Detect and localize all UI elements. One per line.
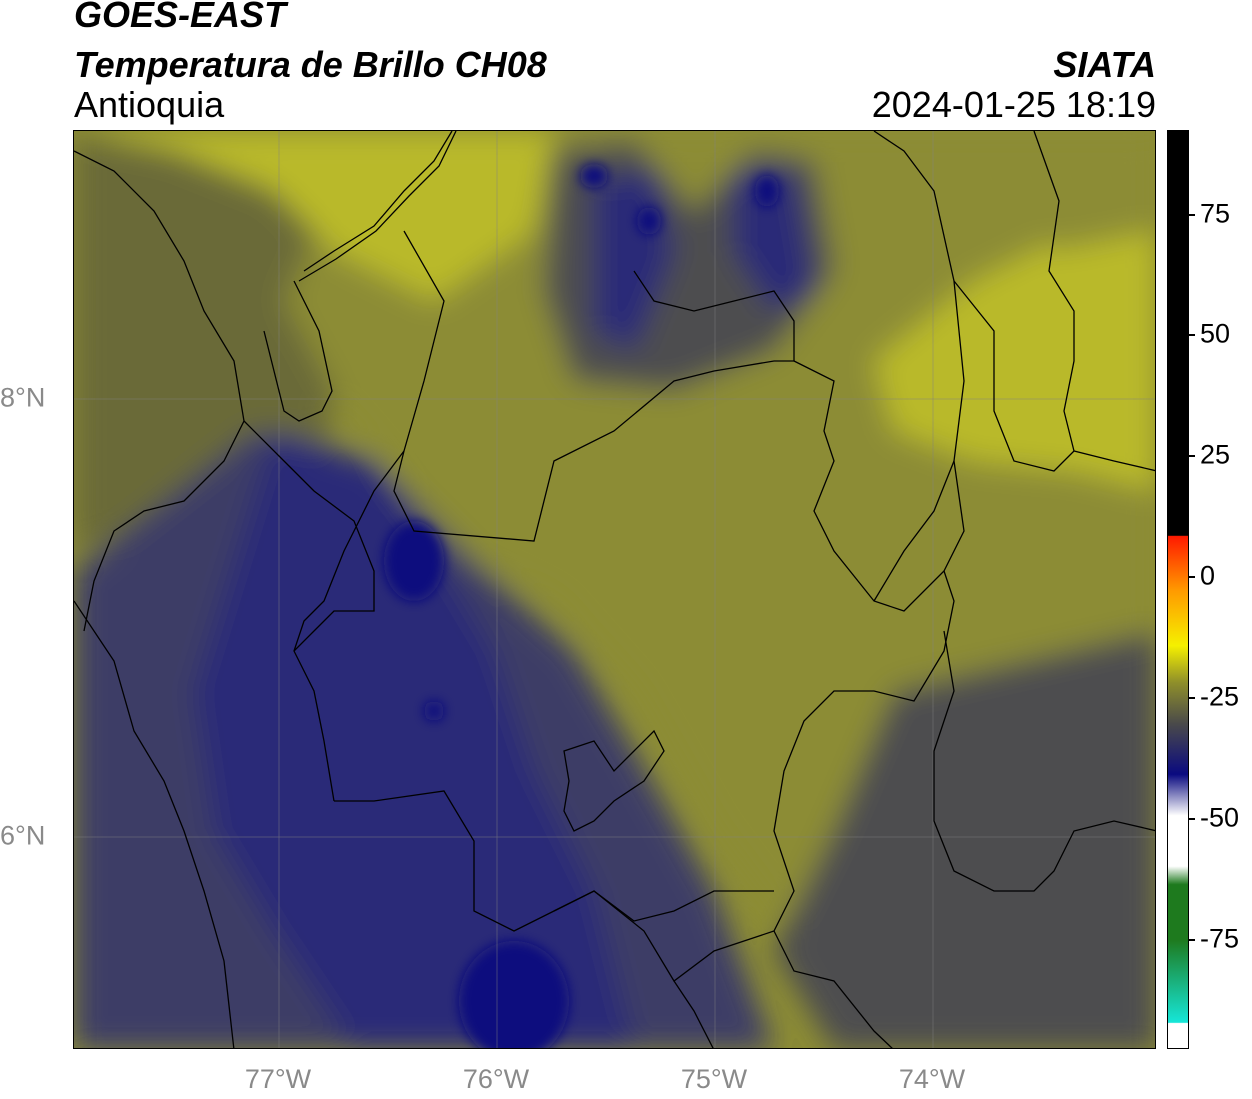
y-label-6n: 6°N (0, 820, 46, 851)
dept-border-magdalena-medio (873, 460, 955, 602)
boundaries (74, 131, 1155, 1048)
choco-border (243, 420, 375, 652)
colorbar-label-0: 0 (1200, 560, 1216, 591)
dept-border-south (773, 930, 893, 1048)
colorbar-gradient (1168, 131, 1188, 1048)
antioquia-border-north (393, 230, 794, 542)
field-gray-southeast (774, 631, 1155, 1048)
colorbar-label-75: 75 (1200, 198, 1231, 229)
y-label-8n: 8°N (0, 382, 46, 413)
antioquia-border-south (334, 570, 955, 982)
municipal-cluster (563, 729, 665, 832)
x-label-75w: 75°W (680, 1064, 748, 1094)
coastline-north-2 (298, 131, 457, 282)
pacific-coast (74, 600, 235, 1048)
map-canvas (74, 131, 1155, 1048)
colorbar-label-minus75: -75 (1200, 923, 1240, 954)
field-blue-north-cell-2 (734, 171, 814, 311)
field-deep-blue-cell-3 (637, 207, 661, 235)
colorbar-label-minus25: -25 (1200, 681, 1240, 712)
colorbar-label-25: 25 (1200, 439, 1231, 470)
region-title: Antioquia (74, 84, 225, 125)
brightness-temperature-map (73, 130, 1156, 1049)
graticule (74, 131, 1155, 1048)
dept-border-east-3 (1033, 131, 1075, 452)
dept-border-east-2 (953, 280, 1155, 472)
dept-border-south-2 (673, 980, 714, 1048)
field-deep-blue-cell-1 (384, 521, 444, 601)
dept-border-southeast (933, 630, 1155, 892)
colorbar-tick-75 (1189, 214, 1195, 216)
x-label-76w: 76°W (462, 1064, 530, 1094)
colorbar-tick-50 (1189, 334, 1195, 336)
antioquia-border-east (793, 131, 965, 612)
organization-title: SIATA (1053, 44, 1156, 85)
field-deep-blue-cell-5 (580, 164, 608, 188)
coastline-uraba-gulf (263, 280, 333, 422)
field-blue-west (194, 431, 634, 1048)
antioquia-border-west (293, 450, 405, 802)
colorbar-tick-minus25 (1189, 697, 1195, 699)
colorbar-tick-minus75 (1189, 939, 1195, 941)
datetime-label: 2024-01-25 18:19 (871, 84, 1156, 125)
field-deep-blue-cell-2 (459, 941, 569, 1048)
field-yellow-north (74, 131, 554, 301)
coastline-north (303, 131, 453, 272)
x-label-74w: 74°W (898, 1064, 966, 1094)
field-yellow-east (874, 191, 1155, 491)
colorbar-label-minus50: -50 (1200, 802, 1240, 833)
colorbar-tick-0 (1189, 576, 1195, 578)
colorbar-label-50: 50 (1200, 318, 1231, 349)
colorbar (1167, 130, 1189, 1049)
x-label-77w: 77°W (244, 1064, 312, 1094)
colorbar-tick-minus50 (1189, 818, 1195, 820)
dept-border-northeast (633, 270, 795, 361)
field-deep-blue-cell-6 (424, 701, 444, 721)
satellite-title: GOES-EAST (74, 0, 287, 35)
dept-border-caldas (553, 890, 774, 922)
field-deep-blue-cell-4 (755, 175, 779, 207)
colorbar-tick-25 (1189, 455, 1195, 457)
product-title: Temperatura de Brillo CH08 (74, 44, 547, 85)
